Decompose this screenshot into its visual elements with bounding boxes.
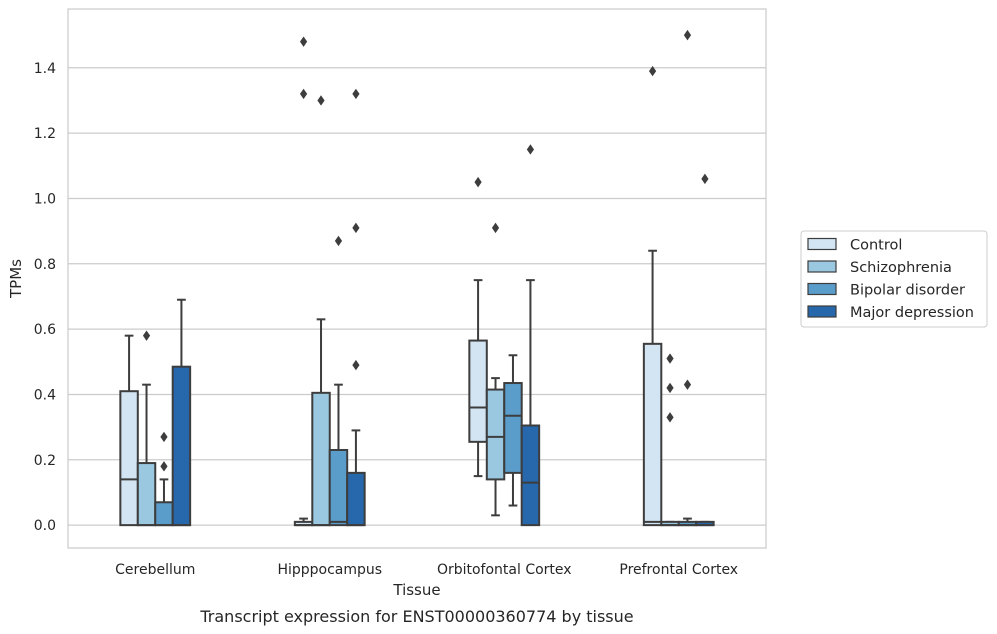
y-axis: 0.0 0.2 0.4 0.6 0.8 1.0 1.2 1.4 bbox=[34, 61, 56, 534]
outlier-point bbox=[299, 36, 308, 47]
outlier-point bbox=[666, 382, 674, 394]
outlier-point bbox=[491, 222, 500, 234]
legend-swatch bbox=[807, 305, 837, 318]
y-tick-label: 0.2 bbox=[34, 453, 56, 469]
outlier-point bbox=[299, 88, 308, 100]
box-body bbox=[328, 449, 349, 527]
box-body bbox=[154, 501, 174, 527]
y-tick-label: 0.0 bbox=[34, 518, 56, 534]
y-tick-label: 1.0 bbox=[34, 191, 56, 207]
y-tick-label: 0.6 bbox=[34, 322, 56, 338]
outlier-point bbox=[317, 95, 325, 106]
box bbox=[119, 334, 139, 527]
legend-item: Major depression bbox=[807, 305, 974, 321]
legend-label: Major depression bbox=[850, 305, 974, 321]
legend-label: Control bbox=[850, 238, 902, 254]
outlier-point bbox=[701, 173, 709, 185]
outlier-point bbox=[160, 431, 168, 443]
outlier-point bbox=[666, 353, 674, 364]
y-axis-title: TPMs bbox=[7, 259, 25, 299]
outlier-point bbox=[352, 88, 360, 100]
box-body bbox=[171, 365, 192, 527]
box-body bbox=[485, 388, 506, 481]
x-tick-label: Orbitofontal Cortex bbox=[437, 562, 572, 578]
plot-frame bbox=[67, 8, 767, 549]
outlier-point bbox=[666, 412, 674, 423]
box bbox=[642, 65, 663, 527]
y-tick-label: 0.8 bbox=[34, 257, 56, 273]
y-tick-label: 1.4 bbox=[34, 61, 56, 77]
series-major-depression bbox=[171, 88, 715, 527]
outlier-point bbox=[683, 379, 692, 390]
legend-label: Schizophrenia bbox=[850, 260, 952, 276]
x-tick-label: Prefrontal Cortex bbox=[619, 562, 738, 578]
outlier-point bbox=[160, 461, 168, 472]
outlier-point bbox=[334, 235, 343, 247]
legend-frame bbox=[800, 230, 988, 328]
legend-item: Control bbox=[807, 237, 902, 254]
box bbox=[136, 330, 157, 527]
box bbox=[346, 88, 366, 527]
box-body bbox=[468, 339, 488, 443]
legend-label: Bipolar disorder bbox=[850, 283, 965, 299]
series-bipolar-disorder bbox=[154, 29, 698, 527]
box bbox=[695, 173, 715, 527]
y-tick-label: 1.2 bbox=[34, 126, 56, 142]
box bbox=[520, 144, 541, 527]
box-body bbox=[503, 382, 523, 474]
legend: Control Schizophrenia Bipolar disorder Majo… bbox=[800, 230, 988, 328]
outlier-point bbox=[352, 359, 360, 371]
box-body bbox=[119, 390, 139, 527]
box bbox=[171, 298, 192, 527]
box-body bbox=[136, 462, 157, 527]
outlier-point bbox=[142, 330, 151, 341]
legend-swatch bbox=[807, 260, 837, 273]
x-tick-label: Hipppocampus bbox=[277, 562, 382, 578]
y-tick-label: 0.4 bbox=[34, 387, 56, 403]
box-series-layer bbox=[119, 29, 715, 527]
x-axis: Cerebellum Hipppocampus Orbitofontal Corte… bbox=[115, 562, 738, 578]
box bbox=[503, 354, 523, 507]
box bbox=[660, 353, 680, 527]
box bbox=[468, 176, 488, 478]
series-control bbox=[119, 36, 663, 527]
outlier-point bbox=[474, 176, 482, 188]
outlier-point bbox=[648, 65, 657, 77]
box bbox=[311, 95, 331, 527]
box bbox=[485, 222, 506, 517]
box-body bbox=[642, 342, 663, 527]
box-body bbox=[520, 424, 541, 527]
box-body bbox=[346, 471, 366, 527]
legend-swatch bbox=[807, 237, 837, 251]
outlier-point bbox=[526, 144, 535, 155]
x-tick-label: Cerebellum bbox=[115, 562, 195, 578]
chart-caption: Transcript expression for ENST0000036077… bbox=[199, 607, 633, 626]
x-axis-title: Tissue bbox=[392, 581, 440, 599]
box bbox=[293, 36, 314, 527]
outlier-point bbox=[352, 222, 360, 234]
box-body bbox=[311, 391, 331, 527]
box bbox=[154, 431, 174, 527]
outlier-point bbox=[683, 29, 692, 41]
legend-item: Schizophrenia bbox=[807, 260, 952, 276]
legend-item: Bipolar disorder bbox=[807, 282, 965, 299]
series-schizophrenia bbox=[136, 95, 680, 527]
box bbox=[328, 235, 349, 527]
box bbox=[677, 29, 698, 527]
legend-swatch bbox=[807, 282, 837, 296]
